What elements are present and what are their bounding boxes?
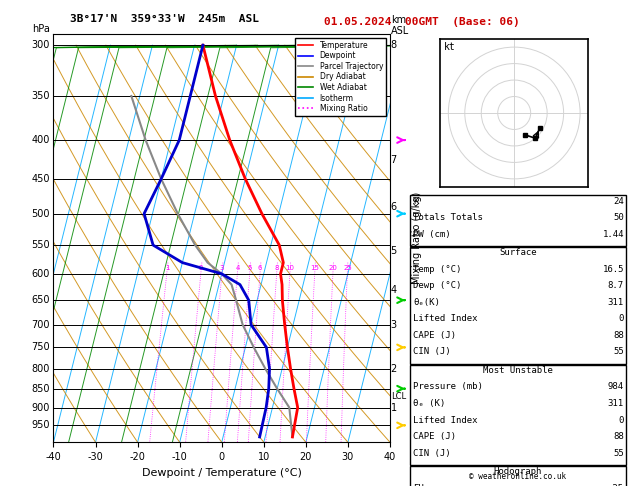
Text: Hodograph: Hodograph [494, 467, 542, 476]
Text: 1: 1 [391, 402, 397, 413]
Text: 400: 400 [31, 135, 50, 145]
Text: CAPE (J): CAPE (J) [413, 331, 456, 340]
Text: Dewp (°C): Dewp (°C) [413, 281, 462, 291]
Text: 311: 311 [608, 399, 624, 408]
Text: θₑ (K): θₑ (K) [413, 399, 445, 408]
Text: Mixing Ratio (g/kg): Mixing Ratio (g/kg) [412, 192, 422, 284]
Text: 25: 25 [343, 265, 352, 271]
Text: 88: 88 [613, 432, 624, 441]
Text: 800: 800 [31, 364, 50, 374]
Text: 55: 55 [613, 449, 624, 458]
Text: 700: 700 [31, 320, 50, 330]
X-axis label: Dewpoint / Temperature (°C): Dewpoint / Temperature (°C) [142, 468, 302, 478]
Text: 300: 300 [31, 40, 50, 50]
Text: 4: 4 [391, 285, 397, 295]
Text: 7: 7 [391, 155, 397, 165]
Text: 984: 984 [608, 382, 624, 392]
Text: 3B°17'N  359°33'W  245m  ASL: 3B°17'N 359°33'W 245m ASL [70, 14, 259, 24]
Text: Lifted Index: Lifted Index [413, 314, 478, 324]
Text: 01.05.2024  00GMT  (Base: 06): 01.05.2024 00GMT (Base: 06) [323, 17, 520, 27]
Text: -25: -25 [608, 484, 624, 486]
Text: 2: 2 [199, 265, 203, 271]
Text: 500: 500 [31, 208, 50, 219]
Text: 600: 600 [31, 269, 50, 279]
Text: 0: 0 [618, 416, 624, 425]
Text: 55: 55 [613, 347, 624, 357]
Text: LCL: LCL [391, 392, 406, 401]
Text: 50: 50 [613, 213, 624, 223]
Text: 3: 3 [220, 265, 225, 271]
Text: 10: 10 [286, 265, 294, 271]
Text: 4: 4 [235, 265, 240, 271]
Text: 1.44: 1.44 [603, 230, 624, 239]
Text: CIN (J): CIN (J) [413, 449, 451, 458]
Text: 1: 1 [165, 265, 169, 271]
Text: 311: 311 [608, 298, 624, 307]
Text: 0: 0 [618, 314, 624, 324]
Text: 6: 6 [258, 265, 262, 271]
Legend: Temperature, Dewpoint, Parcel Trajectory, Dry Adiabat, Wet Adiabat, Isotherm, Mi: Temperature, Dewpoint, Parcel Trajectory… [295, 38, 386, 116]
Text: 6: 6 [391, 202, 397, 212]
Text: 450: 450 [31, 174, 50, 184]
Text: km
ASL: km ASL [391, 15, 409, 36]
Text: θₑ(K): θₑ(K) [413, 298, 440, 307]
Text: 24: 24 [613, 197, 624, 206]
Text: Totals Totals: Totals Totals [413, 213, 483, 223]
Text: © weatheronline.co.uk: © weatheronline.co.uk [469, 472, 567, 481]
Text: 16.5: 16.5 [603, 265, 624, 274]
Text: 3: 3 [391, 320, 397, 330]
Text: 650: 650 [31, 295, 50, 305]
Text: CIN (J): CIN (J) [413, 347, 451, 357]
Text: CAPE (J): CAPE (J) [413, 432, 456, 441]
Text: K: K [413, 197, 419, 206]
Text: Pressure (mb): Pressure (mb) [413, 382, 483, 392]
Text: 15: 15 [311, 265, 320, 271]
Text: 88: 88 [613, 331, 624, 340]
Text: 5: 5 [248, 265, 252, 271]
Text: 350: 350 [31, 91, 50, 101]
Text: 900: 900 [31, 402, 50, 413]
Text: 8.7: 8.7 [608, 281, 624, 291]
Text: PW (cm): PW (cm) [413, 230, 451, 239]
Text: 5: 5 [391, 246, 397, 256]
Text: 950: 950 [31, 420, 50, 430]
Text: 8: 8 [275, 265, 279, 271]
Text: 2: 2 [391, 364, 397, 374]
Text: 550: 550 [31, 240, 50, 250]
Text: Lifted Index: Lifted Index [413, 416, 478, 425]
Text: EH: EH [413, 484, 424, 486]
Text: kt: kt [443, 42, 455, 52]
Text: Most Unstable: Most Unstable [483, 366, 553, 375]
Text: 850: 850 [31, 383, 50, 394]
Text: hPa: hPa [32, 24, 50, 34]
Text: Surface: Surface [499, 248, 537, 258]
Text: Temp (°C): Temp (°C) [413, 265, 462, 274]
Text: 20: 20 [328, 265, 338, 271]
Text: 750: 750 [31, 342, 50, 352]
Text: 8: 8 [391, 40, 397, 50]
